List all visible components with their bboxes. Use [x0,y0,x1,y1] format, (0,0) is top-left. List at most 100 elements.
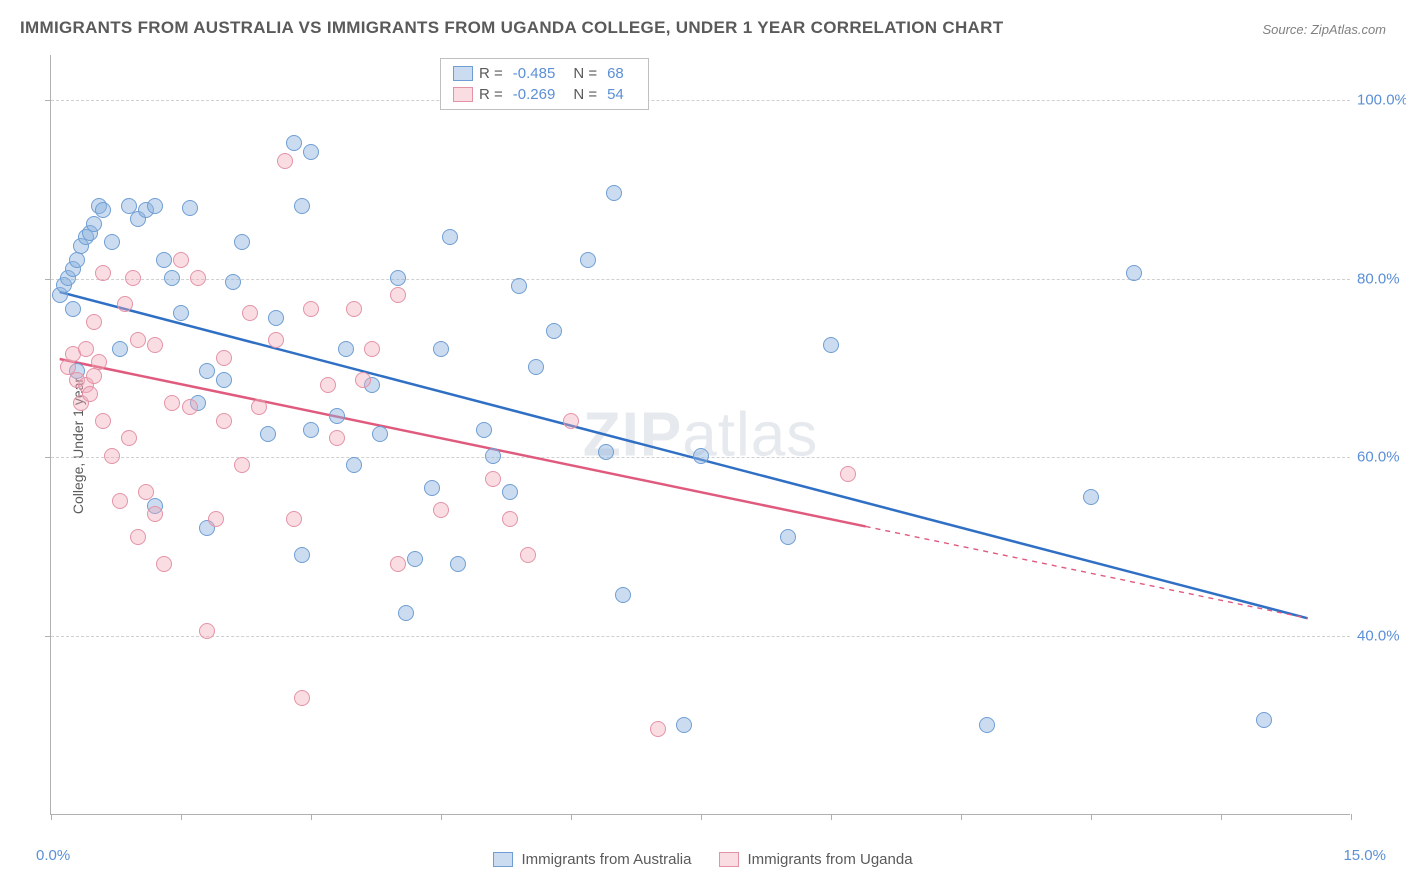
x-tick-mark [701,814,702,820]
r-label: R = [479,86,503,103]
data-point-australia [173,305,189,321]
data-point-uganda [433,502,449,518]
r-value: -0.269 [513,86,556,103]
data-point-uganda [125,270,141,286]
data-point-australia [476,422,492,438]
x-tick-mark [51,814,52,820]
watermark-bold: ZIP [583,400,682,469]
r-value: -0.485 [513,65,556,82]
plot-area: ZIPatlas 40.0%60.0%80.0%100.0% [50,55,1350,815]
data-point-australia [86,216,102,232]
y-tick-label: 100.0% [1357,91,1406,108]
y-tick-mark [45,100,51,101]
data-point-uganda [242,305,258,321]
gridline [51,636,1350,637]
data-point-australia [450,556,466,572]
data-point-uganda [82,386,98,402]
data-point-australia [338,341,354,357]
data-point-australia [502,484,518,500]
y-tick-label: 80.0% [1357,270,1406,287]
gridline [51,100,1350,101]
x-tick-mark [1091,814,1092,820]
data-point-australia [346,457,362,473]
data-point-uganda [346,301,362,317]
n-label: N = [573,65,597,82]
data-point-australia [580,252,596,268]
data-point-australia [65,301,81,317]
data-point-uganda [199,623,215,639]
data-point-australia [780,529,796,545]
data-point-australia [112,341,128,357]
data-point-uganda [234,457,250,473]
data-point-uganda [138,484,154,500]
data-point-australia [182,200,198,216]
y-tick-mark [45,279,51,280]
data-point-australia [1126,265,1142,281]
legend-label: Immigrants from Australia [521,851,691,868]
data-point-uganda [95,413,111,429]
data-point-uganda [121,430,137,446]
data-point-uganda [485,471,501,487]
data-point-australia [433,341,449,357]
data-point-uganda [78,341,94,357]
y-tick-mark [45,457,51,458]
x-tick-mark [1351,814,1352,820]
legend-swatch-uganda [453,87,473,102]
data-point-australia [511,278,527,294]
data-point-australia [598,444,614,460]
data-point-uganda [173,252,189,268]
data-point-uganda [156,556,172,572]
data-point-uganda [216,413,232,429]
data-point-australia [216,372,232,388]
data-point-australia [1083,489,1099,505]
data-point-uganda [112,493,128,509]
data-point-australia [546,323,562,339]
data-point-uganda [355,372,371,388]
x-tick-mark [961,814,962,820]
data-point-australia [286,135,302,151]
data-point-uganda [216,350,232,366]
data-point-australia [693,448,709,464]
source-attribution: Source: ZipAtlas.com [1262,22,1386,37]
series-legend: Immigrants from Australia Immigrants from… [0,851,1406,868]
data-point-australia [294,547,310,563]
data-point-uganda [329,430,345,446]
x-tick-mark [441,814,442,820]
data-point-uganda [390,287,406,303]
data-point-australia [407,551,423,567]
data-point-australia [372,426,388,442]
x-tick-mark [831,814,832,820]
data-point-uganda [502,511,518,527]
data-point-uganda [840,466,856,482]
data-point-australia [104,234,120,250]
data-point-uganda [147,506,163,522]
x-tick-mark [181,814,182,820]
data-point-uganda [650,721,666,737]
data-point-australia [528,359,544,375]
data-point-australia [676,717,692,733]
chart-container: IMMIGRANTS FROM AUSTRALIA VS IMMIGRANTS … [0,0,1406,892]
data-point-uganda [130,332,146,348]
data-point-uganda [303,301,319,317]
gridline [51,279,1350,280]
data-point-australia [1256,712,1272,728]
data-point-australia [225,274,241,290]
data-point-uganda [251,399,267,415]
n-value: 54 [607,86,624,103]
r-label: R = [479,65,503,82]
data-point-uganda [390,556,406,572]
data-point-uganda [117,296,133,312]
data-point-australia [823,337,839,353]
n-value: 68 [607,65,624,82]
legend-item-uganda: Immigrants from Uganda [719,851,912,868]
trend-line-australia [60,292,1308,618]
data-point-australia [164,270,180,286]
data-point-uganda [563,413,579,429]
data-point-australia [95,202,111,218]
data-point-australia [485,448,501,464]
legend-item-australia: Immigrants from Australia [493,851,691,868]
data-point-uganda [294,690,310,706]
legend-swatch-uganda [719,852,739,867]
data-point-uganda [364,341,380,357]
legend-swatch-australia [493,852,513,867]
